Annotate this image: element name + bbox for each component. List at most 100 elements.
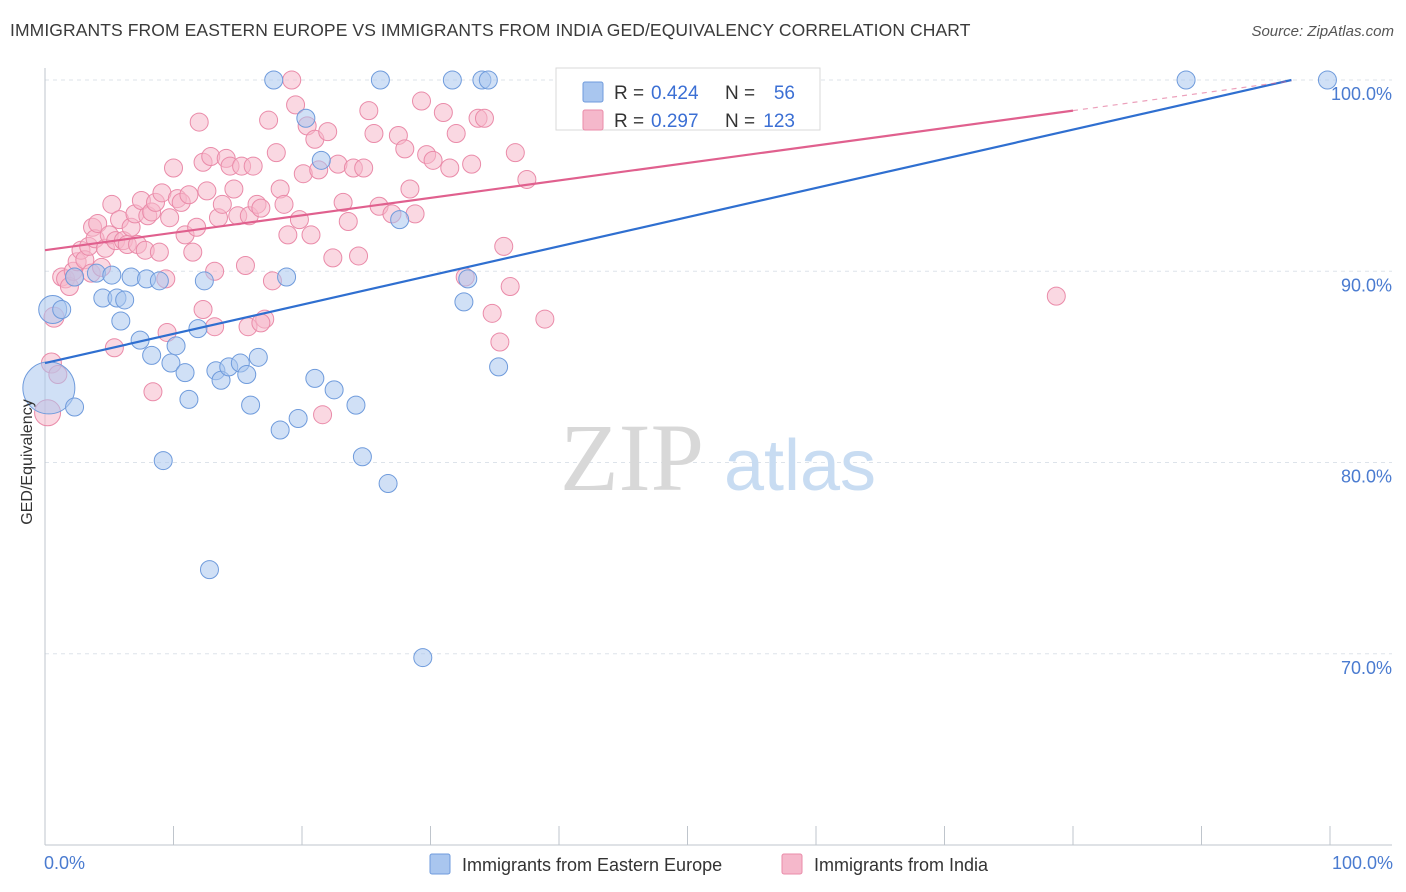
point-eastern-europe bbox=[324, 380, 344, 400]
point-india bbox=[494, 236, 514, 256]
point-eastern-europe bbox=[149, 271, 169, 291]
point-eastern-europe bbox=[311, 150, 331, 170]
point-eastern-europe bbox=[199, 560, 219, 580]
point-eastern-europe bbox=[65, 397, 85, 417]
point-eastern-europe bbox=[52, 300, 72, 319]
point-india bbox=[286, 95, 306, 115]
point-india bbox=[354, 158, 374, 178]
point-india bbox=[189, 112, 209, 132]
point-eastern-europe bbox=[1176, 70, 1196, 90]
point-eastern-europe bbox=[241, 395, 261, 415]
point-india bbox=[187, 217, 207, 237]
series-legend-label: Immigrants from India bbox=[814, 855, 989, 875]
point-india bbox=[482, 303, 502, 323]
series-legend-label: Immigrants from Eastern Europe bbox=[462, 855, 722, 875]
trend-line-eastern-europe bbox=[44, 78, 1292, 365]
point-eastern-europe bbox=[413, 648, 433, 668]
point-india bbox=[500, 277, 520, 297]
point-eastern-europe bbox=[305, 368, 325, 388]
legend-n-label: N = bbox=[725, 111, 755, 132]
point-india bbox=[301, 225, 321, 245]
y-tick-label: 70.0% bbox=[1341, 658, 1392, 678]
point-eastern-europe bbox=[179, 389, 199, 409]
correlation-legend: R = 0.424 N = 56 R = 0.297 N = 123 bbox=[555, 67, 821, 132]
point-india bbox=[143, 382, 163, 402]
y-tick-label: 100.0% bbox=[1331, 84, 1392, 104]
point-india bbox=[243, 156, 263, 176]
point-india bbox=[88, 213, 108, 233]
point-eastern-europe bbox=[115, 290, 135, 310]
point-eastern-europe bbox=[237, 365, 257, 385]
point-india bbox=[212, 194, 232, 214]
point-india bbox=[505, 143, 525, 163]
series-legend: Immigrants from Eastern Europe Immigrants… bbox=[429, 853, 989, 875]
point-india bbox=[197, 181, 217, 201]
point-india bbox=[333, 192, 353, 212]
point-india bbox=[193, 300, 213, 319]
point-india bbox=[318, 122, 338, 142]
legend-n-value: 123 bbox=[763, 111, 795, 132]
legend-swatch bbox=[582, 109, 604, 131]
y-tick-label: 80.0% bbox=[1341, 467, 1392, 487]
point-india bbox=[282, 70, 302, 90]
point-india bbox=[412, 91, 432, 111]
point-india bbox=[259, 110, 279, 130]
watermark-atlas: atlas bbox=[724, 426, 876, 506]
x-tick-labels: 0.0% 100.0% bbox=[44, 853, 1393, 873]
point-eastern-europe bbox=[161, 353, 181, 373]
point-eastern-europe bbox=[352, 447, 372, 467]
legend-r-value: 0.424 bbox=[651, 83, 699, 104]
point-india bbox=[338, 212, 358, 232]
point-eastern-europe bbox=[378, 474, 398, 494]
point-eastern-europe bbox=[489, 357, 509, 377]
trend-lines bbox=[44, 78, 1292, 365]
legend-n-value: 56 bbox=[774, 83, 795, 104]
point-eastern-europe bbox=[102, 265, 122, 285]
point-india bbox=[160, 208, 180, 228]
point-india bbox=[149, 242, 169, 262]
point-india bbox=[278, 225, 298, 245]
trend-line-india bbox=[44, 109, 1074, 252]
point-india bbox=[323, 248, 343, 268]
point-eastern-europe bbox=[142, 345, 162, 365]
watermark-zip: ZIP bbox=[560, 404, 704, 511]
watermark: ZIP atlas bbox=[560, 404, 876, 511]
point-india bbox=[235, 256, 255, 276]
point-eastern-europe bbox=[111, 311, 131, 331]
x-tick-label: 0.0% bbox=[44, 853, 85, 873]
source-label: Source: ZipAtlas.com bbox=[1251, 23, 1394, 40]
point-eastern-europe bbox=[1317, 70, 1337, 90]
point-eastern-europe bbox=[370, 70, 390, 90]
series-india-points bbox=[34, 70, 1066, 427]
point-india bbox=[102, 194, 122, 214]
point-india bbox=[400, 179, 420, 199]
point-eastern-europe bbox=[166, 336, 186, 356]
point-india bbox=[433, 103, 453, 123]
legend-n-label: N = bbox=[725, 83, 755, 104]
point-eastern-europe bbox=[65, 267, 85, 287]
point-india bbox=[359, 101, 379, 121]
point-eastern-europe bbox=[248, 347, 268, 367]
point-eastern-europe bbox=[478, 70, 498, 90]
point-india bbox=[251, 313, 271, 333]
point-india bbox=[395, 139, 415, 159]
point-eastern-europe bbox=[270, 420, 290, 440]
point-india bbox=[364, 124, 384, 144]
point-eastern-europe bbox=[442, 70, 462, 90]
point-eastern-europe bbox=[454, 292, 474, 312]
y-tick-labels: 70.0% 80.0% 90.0% 100.0% bbox=[1331, 84, 1392, 678]
point-india bbox=[535, 309, 555, 329]
point-india bbox=[462, 154, 482, 174]
point-eastern-europe bbox=[175, 363, 195, 383]
chart-title: IMMIGRANTS FROM EASTERN EUROPE VS IMMIGR… bbox=[10, 20, 971, 40]
point-india bbox=[224, 179, 244, 199]
point-india bbox=[349, 246, 369, 266]
point-india bbox=[183, 242, 203, 262]
point-eastern-europe bbox=[264, 70, 284, 90]
trend-extension-india bbox=[1072, 80, 1292, 112]
legend-swatch bbox=[582, 81, 604, 103]
axes bbox=[44, 68, 1392, 846]
point-india bbox=[274, 194, 294, 214]
point-india bbox=[440, 158, 460, 178]
